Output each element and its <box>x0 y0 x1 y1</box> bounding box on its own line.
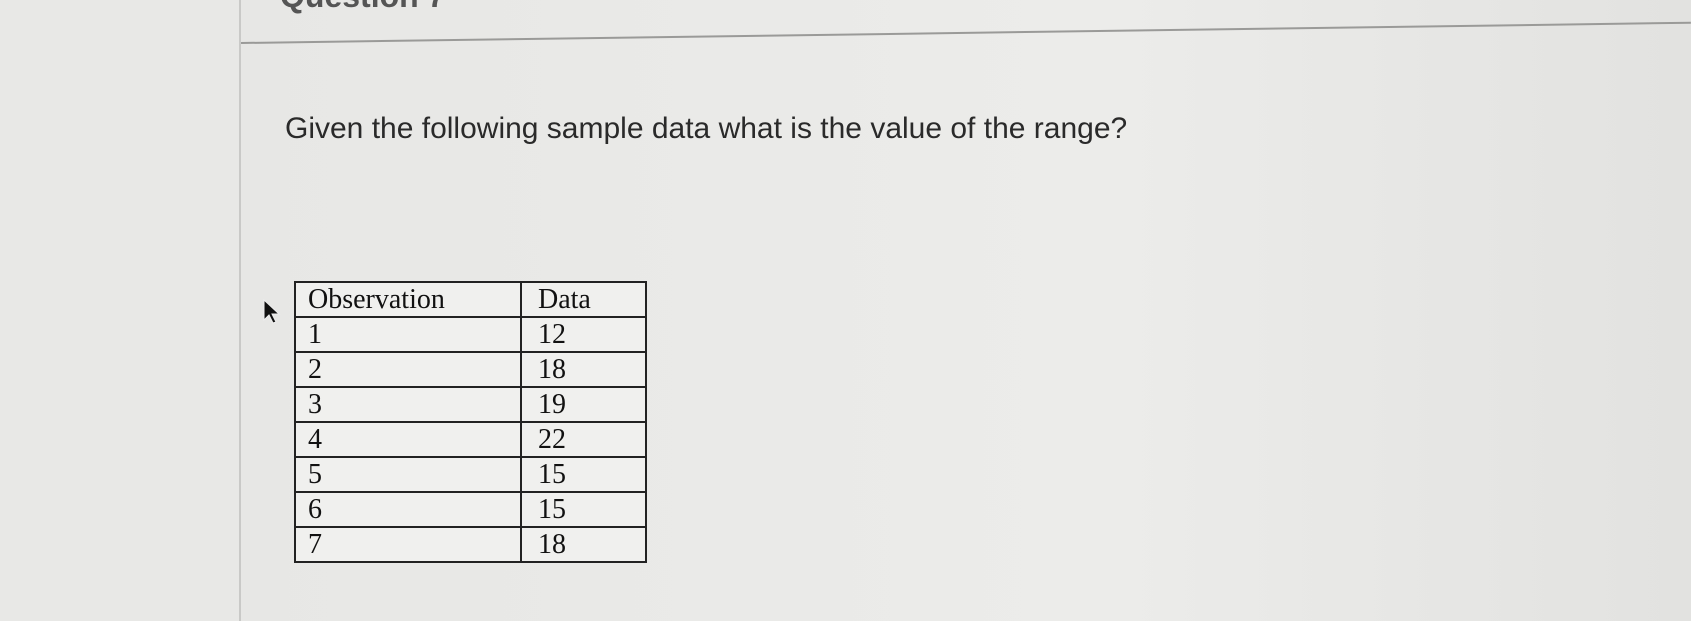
mouse-cursor <box>263 298 281 324</box>
table-row: 7 18 <box>294 526 647 563</box>
question-text: Given the following sample data what is … <box>285 112 1128 145</box>
table-row: 6 15 <box>294 491 647 528</box>
data-table: Observation Data 1 12 2 18 3 19 4 22 5 15 6 15 7 18 <box>294 281 647 563</box>
table-row: 5 15 <box>294 456 647 493</box>
table-body: 1 12 2 18 3 19 4 22 5 15 6 15 7 18 <box>294 316 647 563</box>
table-cell: 15 <box>520 491 647 528</box>
table-cell: 4 <box>294 421 522 458</box>
table-cell: 1 <box>294 316 522 353</box>
table-cell: 3 <box>294 386 522 423</box>
table-cell: 7 <box>294 526 522 563</box>
table-row: 3 19 <box>294 386 647 423</box>
column-header: Data <box>520 281 647 318</box>
table-cell: 5 <box>294 456 522 493</box>
table-cell: 6 <box>294 491 522 528</box>
table-row: 4 22 <box>294 421 647 458</box>
table-row: 2 18 <box>294 351 647 388</box>
table-cell: 12 <box>520 316 647 353</box>
table-cell: 18 <box>520 351 647 388</box>
table-cell: 2 <box>294 351 522 388</box>
table-cell: 15 <box>520 456 647 493</box>
column-header: Observation <box>294 281 522 318</box>
header-row: Observation Data <box>294 281 647 318</box>
table-cell: 22 <box>520 421 647 458</box>
sidebar <box>0 0 241 621</box>
table-cell: 18 <box>520 526 647 563</box>
question-title: Question 7 <box>280 0 445 15</box>
table-row: 1 12 <box>294 316 647 353</box>
table-cell: 19 <box>520 386 647 423</box>
